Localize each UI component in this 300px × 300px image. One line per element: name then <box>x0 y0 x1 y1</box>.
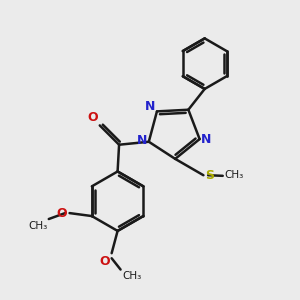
Text: CH₃: CH₃ <box>122 271 141 281</box>
Text: N: N <box>137 134 147 147</box>
Text: CH₃: CH₃ <box>224 170 244 180</box>
Text: S: S <box>205 169 214 182</box>
Text: O: O <box>88 111 98 124</box>
Text: N: N <box>201 133 211 146</box>
Text: O: O <box>57 207 68 220</box>
Text: O: O <box>100 255 110 268</box>
Text: CH₃: CH₃ <box>28 220 47 230</box>
Text: N: N <box>145 100 155 113</box>
